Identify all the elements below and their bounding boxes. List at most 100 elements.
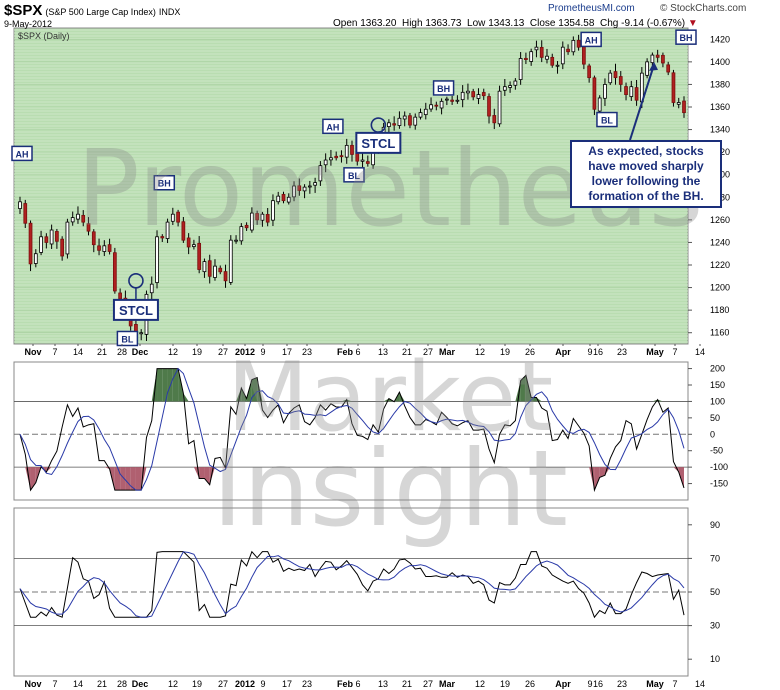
candle-body: [55, 231, 59, 242]
candle-body: [323, 159, 328, 166]
candle-body: [44, 236, 49, 243]
xtick-label-top: 27: [423, 347, 433, 357]
candle-body: [276, 195, 281, 203]
xtick-label-bottom: 21: [97, 679, 107, 689]
price-ytick-label: 1160: [710, 328, 729, 338]
xtick-label-bottom: 21: [402, 679, 412, 689]
annotation-box: [580, 31, 602, 48]
candle-body: [645, 61, 649, 76]
candle-body: [603, 84, 607, 99]
xtick-label-bottom: 23: [302, 679, 312, 689]
low-label: Low: [467, 18, 486, 29]
macd-ytick-label: 50: [710, 413, 720, 423]
candle-body: [455, 99, 460, 102]
macd-line: [19, 368, 685, 493]
macd-ytick-label: 200: [710, 364, 725, 374]
candle-body: [560, 46, 565, 65]
candle-body: [329, 157, 333, 161]
xtick-label-top: 12: [475, 347, 485, 357]
candle-body: [502, 86, 507, 91]
candle-body: [255, 213, 259, 221]
candle-body: [661, 54, 665, 64]
macd-overbought-fill: [520, 375, 526, 402]
candle-body: [618, 76, 623, 85]
candle-body: [244, 224, 249, 229]
candle-body: [592, 77, 597, 110]
candle-body: [471, 91, 476, 98]
xtick-label-bottom: 2012: [235, 679, 255, 689]
candle-body: [439, 100, 444, 109]
candle-body: [307, 185, 312, 188]
candle-body: [28, 222, 33, 265]
xtick-label-top: 27: [218, 347, 228, 357]
candle-body: [107, 244, 112, 252]
candle-body: [97, 245, 101, 251]
candle-body: [234, 239, 238, 242]
xtick-label-bottom: 19: [500, 679, 510, 689]
candle-body: [587, 65, 591, 79]
candle-body: [81, 215, 86, 223]
xtick-label-bottom: 14: [695, 679, 705, 689]
xtick-label-top: 23: [302, 347, 312, 357]
macd-overbought-fill: [257, 377, 263, 402]
candle-body: [497, 90, 502, 125]
candle-body: [202, 261, 207, 273]
candle-body: [682, 100, 686, 114]
annotation-label-ah: AH: [326, 122, 339, 132]
callout-arrow: [629, 64, 655, 141]
candle-body: [539, 47, 544, 58]
candle-body: [207, 260, 212, 277]
candle-body: [566, 48, 570, 53]
high-value: 1363.73: [425, 18, 462, 29]
macd-ytick-label: -50: [710, 446, 723, 456]
macd-oversold-fill: [225, 467, 231, 468]
macd-ytick-label: 0: [710, 429, 715, 439]
candle-body: [365, 161, 370, 164]
xtick-label-top: 21: [402, 347, 412, 357]
candle-body: [113, 252, 117, 292]
candle-body: [545, 55, 549, 60]
candle-body: [49, 229, 54, 245]
stcl-box: [355, 131, 402, 154]
xtick-label-bottom: Mar: [439, 679, 456, 689]
callout-note: As expected, stocks have moved sharply l…: [570, 140, 722, 208]
xtick-label-top: Mar: [439, 347, 456, 357]
rsi-ytick-label: 10: [710, 654, 720, 664]
macd-ytick-label: 100: [710, 396, 725, 406]
callout-arrowhead: [649, 61, 658, 71]
candle-body: [334, 155, 339, 159]
xtick-label-bottom: Dec: [132, 679, 149, 689]
xtick-label-top: 9: [260, 347, 265, 357]
annotation-label-ah: AH: [585, 35, 598, 45]
site-credit[interactable]: PrometheusMI.com: [548, 3, 635, 14]
candle-body: [65, 221, 70, 255]
xtick-label-top: 19: [192, 347, 202, 357]
xtick-label-bottom: 27: [423, 679, 433, 689]
price-ytick-label: 1400: [710, 57, 730, 67]
macd-oversold-fill: [114, 467, 121, 491]
macd-overbought-fill: [515, 380, 521, 402]
xtick-label-top: 13: [378, 347, 388, 357]
macd-ytick-label: -100: [710, 462, 728, 472]
xtick-label-top: 14: [73, 347, 83, 357]
rsi-line: [19, 550, 685, 619]
annotation-label-bh: BH: [437, 84, 450, 94]
macd-overbought-fill: [399, 392, 405, 402]
candle-body: [413, 116, 418, 126]
xtick-label-top: 16: [593, 347, 603, 357]
candle-body: [450, 99, 454, 102]
xtick-label-bottom: 16: [593, 679, 603, 689]
candle-body: [155, 236, 159, 283]
stcl-box: [112, 298, 159, 321]
candle-body: [223, 271, 228, 282]
annotation-label-bl: BL: [121, 334, 133, 344]
site-link[interactable]: PrometheusMI.com: [548, 3, 635, 14]
candle-body: [571, 40, 576, 53]
candle-body: [218, 267, 223, 273]
candle-body: [286, 196, 291, 203]
xtick-label-bottom: 13: [378, 679, 388, 689]
candle-body: [492, 115, 497, 124]
xtick-label-bottom: 17: [282, 679, 292, 689]
macd-oversold-fill: [130, 467, 136, 491]
